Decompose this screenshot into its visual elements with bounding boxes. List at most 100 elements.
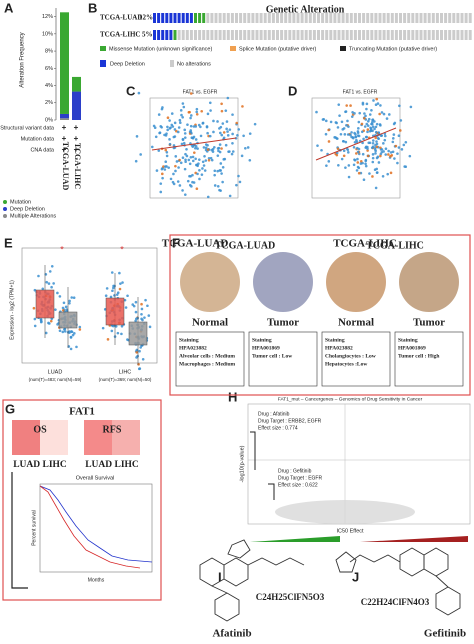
dot <box>139 153 142 156</box>
box <box>105 297 125 326</box>
panel-label: F <box>172 235 180 250</box>
y-tick-label: 2% <box>45 100 53 106</box>
dot <box>137 91 141 95</box>
tissue-core <box>326 252 386 312</box>
dot <box>206 148 210 151</box>
dot <box>389 171 393 175</box>
dot <box>135 135 139 138</box>
dot <box>134 159 138 163</box>
dot <box>219 169 222 172</box>
dot <box>213 169 217 173</box>
dot <box>333 136 336 139</box>
dot <box>365 102 369 106</box>
dot <box>158 131 162 134</box>
onco-cell <box>452 30 456 40</box>
dot <box>208 134 212 138</box>
x-axis-label: Months <box>88 577 105 583</box>
row-mark: + <box>74 123 79 132</box>
dot <box>316 144 319 147</box>
group-name: LIHC <box>119 369 132 375</box>
onco-cell <box>345 30 349 40</box>
dot <box>380 150 384 154</box>
dot <box>408 154 412 158</box>
effect-size: Effect size : 0.774 <box>258 425 298 431</box>
dot <box>218 188 221 192</box>
tissue-images: Normal Staining HPA023882 Alveolar cells : … <box>175 252 464 387</box>
onco-cell <box>263 13 267 23</box>
dot <box>366 147 369 150</box>
dot <box>377 131 381 134</box>
dot <box>315 110 318 114</box>
dot <box>181 115 184 119</box>
onco-cell <box>267 30 271 40</box>
onco-cell <box>349 13 353 23</box>
dot <box>204 159 208 162</box>
dot <box>346 119 349 123</box>
dot <box>363 112 366 115</box>
onco-cell <box>312 13 316 23</box>
plot-frame <box>21 247 158 364</box>
dot <box>54 308 57 311</box>
dot <box>359 162 363 165</box>
dot <box>340 120 344 124</box>
dot <box>189 129 193 132</box>
onco-cell <box>181 13 185 23</box>
dot <box>204 146 208 150</box>
effect-size: Effect size : 0.622 <box>278 482 318 488</box>
onco-cell <box>189 30 193 40</box>
dot <box>346 133 350 136</box>
onco-cell <box>259 30 263 40</box>
dot <box>101 326 105 330</box>
dot <box>71 333 75 337</box>
dot <box>381 174 385 178</box>
dot <box>136 316 139 320</box>
panel-label: J <box>352 569 359 584</box>
dot <box>347 164 351 167</box>
dot <box>373 127 376 131</box>
dot <box>62 301 66 305</box>
dot <box>181 156 185 160</box>
dot <box>183 167 187 171</box>
onco-cell <box>329 30 333 40</box>
onco-cell <box>362 30 366 40</box>
dot <box>353 140 357 144</box>
dot <box>153 126 157 130</box>
dot <box>248 158 252 162</box>
dot <box>222 131 226 134</box>
dot <box>363 117 366 120</box>
onco-cell <box>390 13 394 23</box>
dot <box>111 289 114 293</box>
dot <box>195 187 199 190</box>
dot <box>357 127 360 130</box>
dot <box>199 134 203 138</box>
onco-cell <box>300 13 304 23</box>
dot <box>184 160 187 164</box>
dot <box>209 109 212 112</box>
ring <box>399 547 425 577</box>
onco-cell <box>296 30 300 40</box>
info-box <box>175 331 245 387</box>
dot <box>202 146 206 149</box>
dot <box>355 152 358 155</box>
fit-line <box>151 137 237 151</box>
onco-cell <box>165 13 169 23</box>
onco-cell <box>206 30 210 40</box>
row-mark: + <box>62 145 67 154</box>
dot <box>409 105 413 109</box>
dot <box>65 308 69 311</box>
dot <box>337 103 341 106</box>
dot <box>394 144 398 148</box>
dot <box>216 184 220 188</box>
dot <box>226 96 230 100</box>
onco-cell <box>267 13 271 23</box>
legend-label: Truncating Mutation (putative driver) <box>349 46 437 52</box>
image-label: Normal <box>192 317 228 329</box>
dot <box>48 270 52 273</box>
dot <box>345 124 348 127</box>
dot <box>241 105 244 108</box>
onco-cell <box>452 13 456 23</box>
dot <box>376 171 379 174</box>
dot <box>388 113 391 116</box>
panel-c: FAT1 vs. EGFR TCGA-LUAD <box>134 89 257 250</box>
dot <box>183 132 187 135</box>
